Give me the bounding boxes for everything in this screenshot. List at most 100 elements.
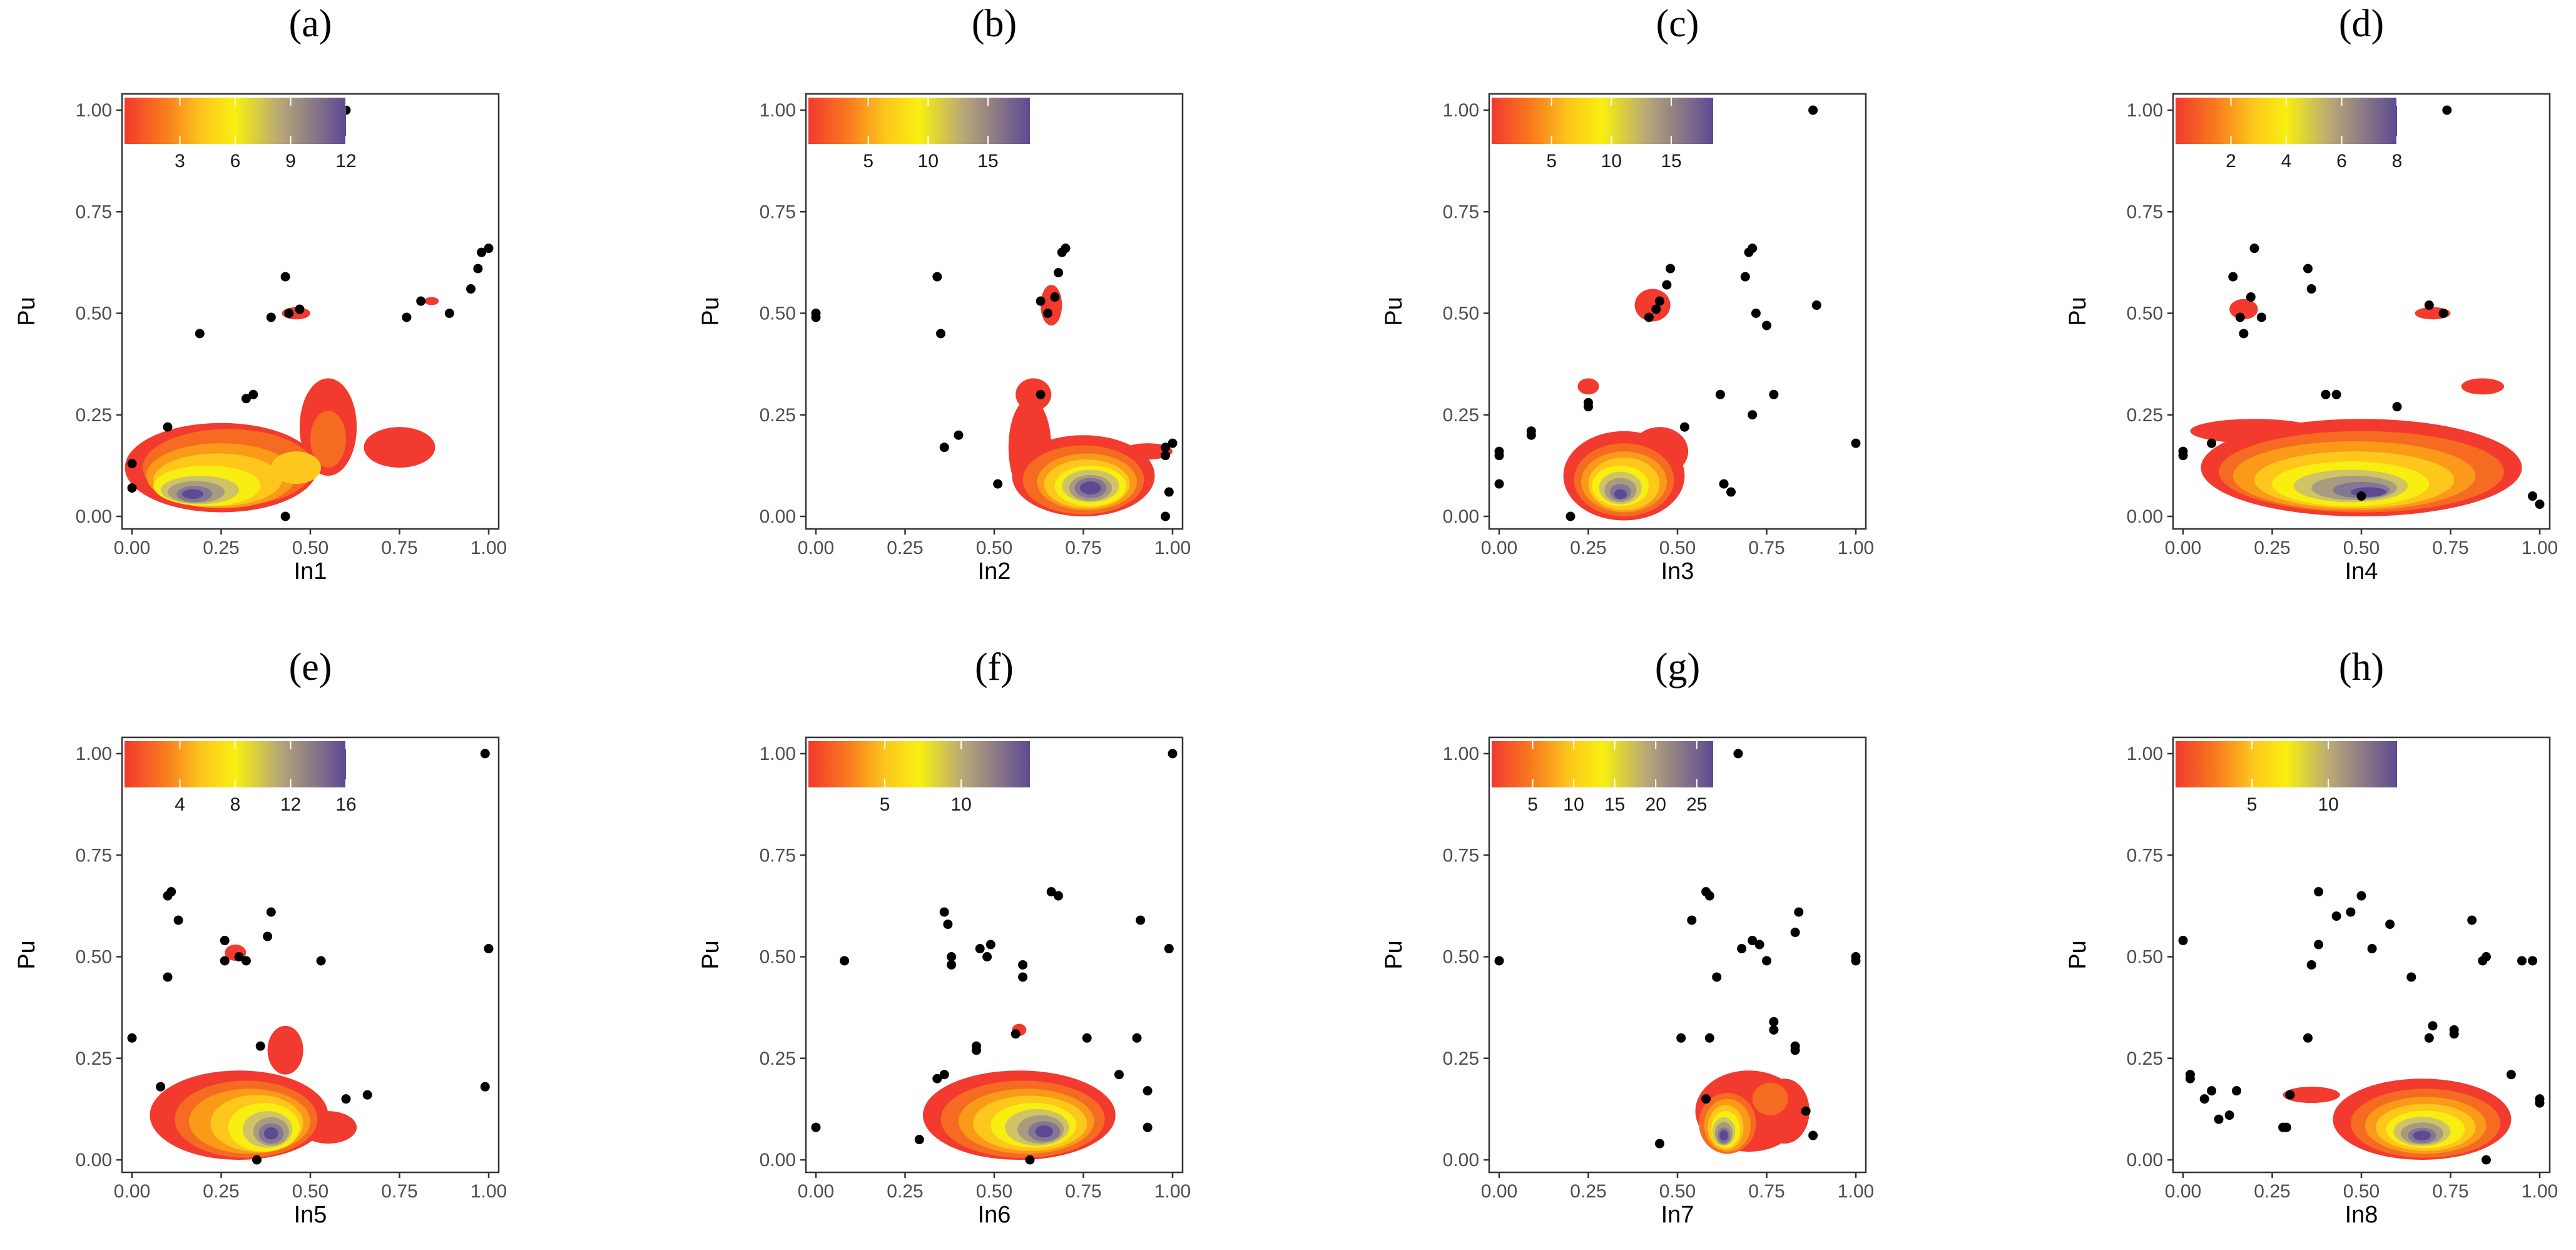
panel-a-density-contour-2 [364, 427, 435, 468]
panel-c: (c) 0.00 0.25 0.50 0.75 1.00 0.00 0.25 0.50 0.75 1… [1381, 3, 1874, 585]
panel-h-point-18 [2367, 944, 2377, 954]
panel-b-density-contour-12 [1079, 481, 1101, 494]
panel-b-point-9 [1043, 309, 1052, 318]
panel-h-density-layer [2283, 1078, 2512, 1160]
panel-b-point-7 [1036, 389, 1046, 399]
panel-a-point-4 [241, 394, 251, 404]
panel-f-point-13 [982, 952, 992, 961]
panel-g-point-12 [1762, 956, 1771, 966]
panel-h-legend-tick-label-0: 5 [2247, 794, 2258, 815]
panel-h-legend-colorbar [2176, 741, 2397, 787]
panel-a-point-7 [280, 272, 290, 282]
panel-h-x-axis-title: In8 [2345, 1202, 2378, 1228]
panel-b: (b) 0.00 0.25 0.50 0.75 1.00 0.00 0.25 0.50 0.75 1… [698, 3, 1191, 585]
panel-d-legend-tick-label-0: 2 [2226, 151, 2236, 172]
panel-c-point-14 [1715, 389, 1725, 399]
panel-g-x-tick-label-2: 0.50 [1659, 1181, 1696, 1202]
panel-e-x-tick-label-2: 0.50 [292, 1181, 328, 1202]
panel-c-point-5 [1565, 511, 1576, 521]
panel-f-y-axis-title: Pu [698, 940, 724, 969]
panel-g-point-0 [1494, 956, 1504, 966]
panel-c-x-tick-label-2: 0.50 [1659, 538, 1696, 558]
panel-b-legend-tick-label-2: 15 [977, 151, 998, 172]
panel-d-point-14 [2424, 300, 2434, 310]
panel-e-legend-tick-label-1: 8 [230, 794, 241, 815]
panel-d-point-8 [2256, 312, 2266, 322]
panel-a-density-contour-6 [310, 411, 346, 468]
panel-f-legend-colorbar [808, 741, 1030, 787]
panel-h-point-31 [2517, 956, 2527, 966]
panel-d-label: (d) [2339, 3, 2384, 45]
panel-d-y-tick-label-2: 0.50 [2127, 304, 2163, 324]
panel-f-y-tick-label-2: 0.50 [760, 947, 796, 968]
panel-d-point-2 [2207, 438, 2217, 448]
panel-g-point-19 [1801, 1106, 1811, 1116]
panel-b-point-15 [1161, 443, 1171, 453]
panel-f-x-tick-label-2: 0.50 [976, 1181, 1012, 1202]
panel-d-legend-tick-label-1: 4 [2281, 151, 2292, 172]
panel-a-point-0 [127, 459, 137, 469]
panel-d-y-tick-label-0: 0.00 [2127, 506, 2163, 527]
panel-g-point-16 [1790, 1045, 1800, 1055]
panel-h-density-contour-1 [2283, 1087, 2340, 1104]
panel-b-x-tick-label-0: 0.00 [798, 538, 834, 558]
panel-b-y-tick-label-0: 0.00 [760, 506, 796, 527]
panel-e-point-12 [255, 1041, 265, 1051]
panel-b-point-1 [811, 312, 821, 322]
panel-a-density-contour-9 [271, 451, 322, 484]
panel-a-legend-tick-label-0: 3 [175, 151, 185, 172]
panel-g-point-3 [1687, 915, 1697, 925]
panel-c-points [1494, 105, 1861, 521]
panel-a-y-axis-title: Pu [14, 297, 40, 325]
panel-g-x-tick-label-0: 0.00 [1481, 1181, 1517, 1202]
panel-c-legend-tick-label-0: 5 [1546, 151, 1557, 172]
panel-f-point-16 [1018, 972, 1028, 982]
panel-g-y-tick-label-0: 0.00 [1443, 1150, 1479, 1171]
panel-g-point-18 [1794, 907, 1804, 917]
panel-c-point-1 [1494, 451, 1504, 461]
panel-h-point-4 [2207, 1086, 2217, 1096]
panel-h-point-13 [2314, 940, 2324, 950]
panel-b-point-11 [1054, 268, 1064, 278]
panel-e-y-tick-label-4: 1.00 [76, 744, 112, 764]
panel-h-point-12 [2306, 960, 2316, 970]
panel-f-point-11 [975, 944, 985, 954]
panel-f-point-25 [1143, 1122, 1153, 1132]
panel-e-y-tick-label-1: 0.25 [76, 1048, 112, 1069]
panel-a-density-contour-4 [424, 297, 439, 305]
panel-f-x-tick-label-1: 0.25 [887, 1181, 923, 1202]
panel-b-x-tick-label-1: 0.25 [887, 538, 923, 558]
panel-f-point-27 [1168, 749, 1178, 759]
panel-h: (h) 0.00 0.25 0.50 0.75 1.00 0.00 0.25 0.50 0.75 1… [2065, 646, 2558, 1228]
panel-g: (g) 0.00 0.25 0.50 0.75 1.00 0.00 0.25 0.50 0.75 1… [1381, 646, 1874, 1228]
panel-d-point-5 [2239, 329, 2249, 339]
panel-e-point-4 [173, 915, 183, 925]
panel-e-point-9 [241, 956, 251, 966]
panel-e-y-tick-label-0: 0.00 [76, 1150, 112, 1171]
panel-c-density-layer [1563, 289, 1689, 521]
panel-e-point-0 [127, 1033, 137, 1043]
panel-a: (a) 0.00 0.25 0.50 0.75 1.00 0.00 0.25 0.50 0.75 1… [14, 3, 507, 585]
panel-e-point-6 [220, 936, 230, 946]
panel-c-point-20 [1751, 309, 1761, 318]
panel-f-x-tick-label-4: 1.00 [1154, 1181, 1191, 1202]
panel-g-point-20 [1808, 1130, 1818, 1140]
panel-f-point-17 [1025, 1155, 1035, 1165]
panel-b-y-tick-label-2: 0.50 [760, 304, 796, 324]
panel-e-point-18 [484, 944, 494, 954]
panel-c-legend-tick-label-1: 10 [1601, 151, 1622, 172]
panel-b-point-6 [993, 479, 1003, 489]
panel-f-point-15 [1018, 960, 1028, 970]
panel-b-y-tick-label-3: 0.75 [760, 202, 796, 222]
panel-f-point-5 [939, 907, 949, 917]
panel-d-point-11 [2321, 389, 2331, 399]
panel-c-point-2 [1494, 479, 1504, 489]
panel-c-point-4 [1526, 426, 1536, 436]
panel-c-point-10 [1655, 296, 1664, 306]
panel-b-point-3 [936, 329, 945, 339]
panel-h-point-5 [2214, 1114, 2224, 1124]
panel-c-point-26 [1851, 438, 1861, 448]
panel-h-x-tick-label-1: 0.25 [2254, 1181, 2290, 1202]
panel-h-point-14 [2314, 887, 2324, 897]
panel-a-y-tick-label-2: 0.50 [76, 304, 112, 324]
